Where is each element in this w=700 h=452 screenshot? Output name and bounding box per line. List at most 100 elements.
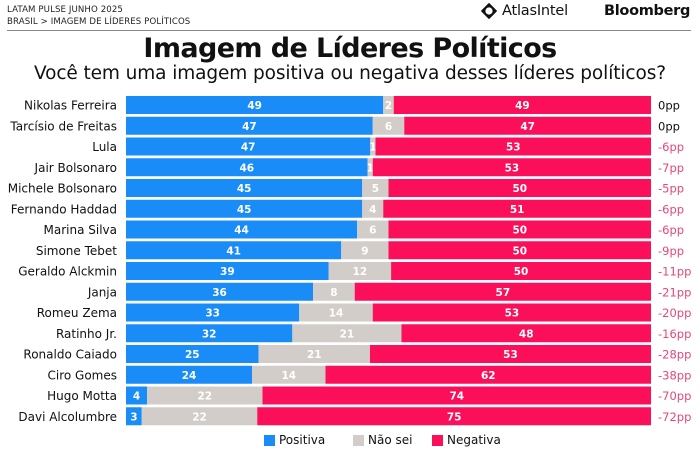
legend-item-negativa: Negativa — [432, 433, 501, 447]
net-label: -7pp — [658, 161, 684, 175]
bar-row: Simone Tebet 41 9 50 -9pp — [36, 241, 684, 260]
bar-segment-positiva — [126, 137, 371, 156]
bar-segment-nao-sei — [258, 345, 370, 363]
data-label-positiva: 47 — [241, 142, 256, 154]
category-label: Romeu Zema — [37, 306, 117, 320]
data-label-negativa: 50 — [512, 245, 527, 257]
category-label: Jair Bolsonaro — [34, 161, 117, 175]
bar-row: Romeu Zema 33 14 53 -20pp — [37, 303, 691, 322]
bar-segment-negativa — [369, 345, 651, 363]
bar-segment-negativa — [372, 158, 651, 177]
bar-segment-nao-sei — [299, 303, 373, 322]
data-label-positiva: 39 — [220, 266, 235, 278]
data-label-negativa: 53 — [506, 142, 521, 154]
bar-segment-nao-sei — [383, 96, 394, 114]
category-label: Marina Silva — [44, 223, 118, 237]
data-label-nao-sei: 6 — [369, 225, 376, 237]
net-label: -6pp — [658, 140, 684, 154]
net-label: -70pp — [658, 389, 691, 403]
data-label-negativa: 53 — [505, 162, 520, 174]
data-label-positiva: 3 — [130, 411, 137, 423]
bar-row: Marina Silva 44 6 50 -6pp — [44, 220, 684, 239]
data-label-nao-sei: 21 — [340, 328, 355, 340]
legend-item-positiva: Positiva — [264, 433, 325, 447]
data-label-nao-sei: 14 — [329, 308, 344, 320]
bar-row: Janja 36 8 57 -21pp — [87, 282, 691, 301]
net-label: -6pp — [658, 202, 684, 216]
data-label-positiva: 47 — [242, 121, 257, 133]
bar-segment-positiva — [126, 386, 147, 405]
data-label-negativa: 53 — [505, 308, 520, 320]
bar-segment-negativa — [393, 96, 651, 114]
category-label: Davi Alcolumbre — [18, 410, 117, 424]
data-label-negativa: 50 — [512, 183, 527, 195]
net-label: 0pp — [658, 99, 680, 113]
bar-segment-negativa — [391, 262, 651, 280]
bar-segment-positiva — [126, 303, 300, 322]
data-label-nao-sei: 1 — [366, 162, 373, 174]
legend-item-nao-sei: Não sei — [353, 433, 412, 447]
bar-segment-positiva — [126, 179, 363, 197]
legend-label-negativa: Negativa — [447, 433, 501, 447]
bar-segment-negativa — [388, 220, 651, 239]
bar-segment-positiva — [126, 116, 373, 135]
category-label: Janja — [87, 285, 117, 299]
bar-segment-nao-sei — [362, 179, 389, 197]
net-label: 0pp — [658, 119, 680, 133]
chart-subtitle: Você tem uma imagem positiva ou negativa… — [34, 63, 666, 84]
bar-segment-nao-sei — [370, 137, 376, 156]
data-label-negativa: 74 — [449, 391, 464, 403]
bar-row: Hugo Motta 4 22 74 -70pp — [47, 386, 691, 405]
bloomberg-wordmark: Bloomberg — [604, 3, 691, 19]
bar-segment-negativa — [388, 179, 651, 197]
data-label-negativa: 49 — [515, 100, 530, 112]
category-label: Ronaldo Caiado — [23, 348, 117, 362]
bar-segment-positiva — [126, 345, 259, 363]
bar-row: Ronaldo Caiado 25 21 53 -28pp — [23, 345, 691, 363]
data-label-positiva: 44 — [234, 225, 249, 237]
category-label: Tarcísio de Freitas — [9, 119, 117, 133]
data-label-nao-sei: 1 — [369, 142, 376, 154]
legend-label-positiva: Positiva — [279, 433, 326, 447]
category-label: Nikolas Ferreira — [24, 99, 117, 113]
data-label-nao-sei: 2 — [385, 100, 392, 112]
bar-segment-nao-sei — [357, 220, 389, 239]
category-label: Fernando Haddad — [11, 202, 117, 216]
legend-swatch-negativa — [432, 434, 443, 446]
data-label-positiva: 49 — [247, 100, 262, 112]
net-label: -21pp — [658, 285, 691, 299]
atlasintel-brand: AtlasIntel — [481, 3, 568, 19]
bar-segment-nao-sei — [141, 407, 258, 426]
net-label: -38pp — [658, 368, 691, 382]
bar-segment-negativa — [404, 116, 651, 135]
bar-segment-negativa — [262, 386, 651, 405]
chart-title: Imagem de Líderes Políticos — [143, 33, 557, 64]
bar-row: Lula 47 1 53 -6pp — [92, 137, 684, 156]
bar-segment-positiva — [126, 241, 342, 260]
data-label-positiva: 33 — [205, 308, 220, 320]
data-label-positiva: 36 — [212, 287, 227, 299]
bar-row: Michele Bolsonaro 45 5 50 -5pp — [8, 179, 684, 197]
data-label-nao-sei: 9 — [361, 245, 368, 257]
bar-segment-positiva — [126, 282, 314, 301]
data-label-positiva: 25 — [185, 349, 200, 361]
bar-segment-positiva — [126, 220, 357, 239]
data-label-nao-sei: 6 — [385, 121, 392, 133]
bar-segment-negativa — [383, 199, 651, 218]
bar-segment-positiva — [126, 262, 329, 280]
bar-row: Tarcísio de Freitas 47 6 47 0pp — [9, 116, 680, 135]
data-label-negativa: 51 — [510, 204, 525, 216]
data-label-nao-sei: 4 — [369, 204, 376, 216]
kicker: LATAM PULSE JUNHO 2025 BRASIL > IMAGEM D… — [7, 4, 190, 28]
bar-segment-nao-sei — [252, 365, 326, 384]
net-label: -28pp — [658, 348, 691, 362]
bar-segment-negativa — [325, 365, 651, 384]
data-label-positiva: 32 — [202, 328, 217, 340]
bar-segment-positiva — [126, 158, 368, 177]
data-label-nao-sei: 21 — [307, 349, 322, 361]
data-label-positiva: 45 — [237, 204, 252, 216]
data-label-negativa: 50 — [512, 225, 527, 237]
bar-segment-positiva — [126, 365, 252, 384]
net-label: -72pp — [658, 410, 691, 424]
legend-swatch-positiva — [264, 434, 275, 446]
